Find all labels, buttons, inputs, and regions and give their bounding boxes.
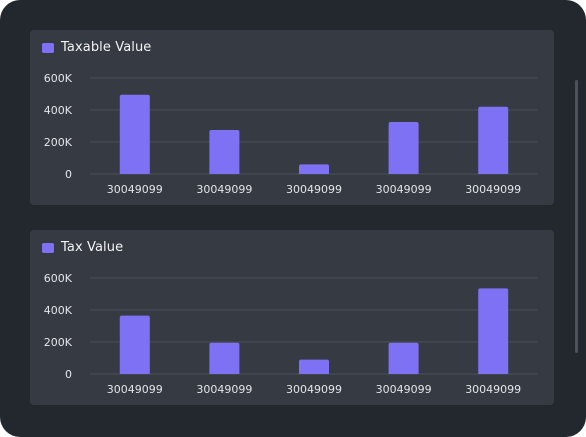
bar[interactable] <box>388 342 419 374</box>
x-tick-label: 30049099 <box>286 183 342 196</box>
bar[interactable] <box>119 94 150 174</box>
y-tick-label: 200K <box>44 136 73 149</box>
legend-swatch <box>42 42 54 53</box>
bar[interactable] <box>299 359 329 374</box>
x-tick-label: 30049099 <box>196 183 252 196</box>
bar[interactable] <box>478 288 509 374</box>
y-tick-label: 400K <box>44 304 73 317</box>
x-tick-label: 30049099 <box>107 183 163 196</box>
x-tick-label: 30049099 <box>376 183 432 196</box>
x-tick-label: 30049099 <box>376 383 432 396</box>
x-tick-label: 30049099 <box>286 383 342 396</box>
x-tick-label: 30049099 <box>465 183 521 196</box>
y-tick-label: 600K <box>44 72 73 85</box>
chart-legend[interactable]: Taxable Value <box>42 40 151 55</box>
chart-legend[interactable]: Tax Value <box>42 240 123 255</box>
x-tick-label: 30049099 <box>465 383 521 396</box>
y-tick-label: 0 <box>65 368 72 381</box>
legend-label: Taxable Value <box>61 40 152 55</box>
x-tick-label: 30049099 <box>196 383 252 396</box>
bar[interactable] <box>299 164 329 174</box>
bar[interactable] <box>478 106 509 174</box>
tax-value-bar-chart: 0 200K 400K 600K 30049099 30049099 30049099 300… <box>44 272 538 396</box>
legend-swatch <box>42 242 54 253</box>
legend-label: Tax Value <box>61 240 124 255</box>
y-tick-label: 400K <box>44 104 73 117</box>
taxable-value-bar-chart: 0 200K 400K 600K 30049099 30049099 30049099 300… <box>44 72 538 196</box>
x-tick-label: 30049099 <box>107 383 163 396</box>
y-tick-label: 600K <box>44 272 73 285</box>
bar[interactable] <box>209 130 240 174</box>
bar[interactable] <box>119 315 150 374</box>
vertical-scrollbar[interactable] <box>575 80 578 353</box>
tax-value-chart-panel: Tax Value 0 200K 400K 600K 30049099 30049099 3… <box>30 230 554 405</box>
taxable-value-chart-panel: Taxable Value 0 200K 400K 600K 30049099 30049… <box>30 30 554 205</box>
bar[interactable] <box>209 342 240 374</box>
bar[interactable] <box>388 122 419 174</box>
y-tick-label: 0 <box>65 168 72 181</box>
y-tick-label: 200K <box>44 336 73 349</box>
